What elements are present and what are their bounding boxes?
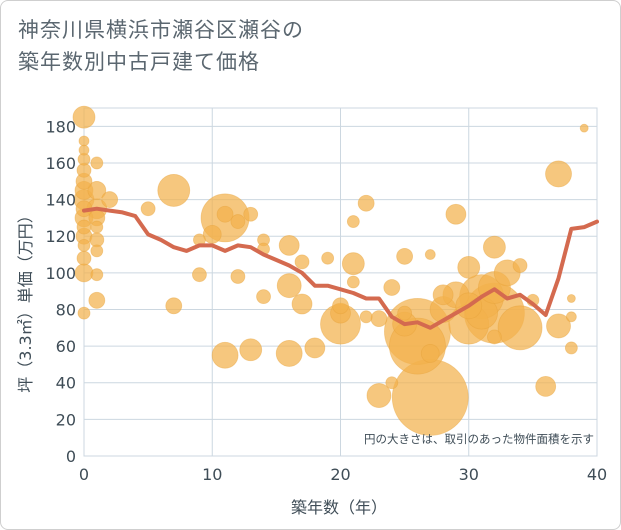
data-bubble <box>87 181 107 200</box>
data-bubble <box>346 215 360 228</box>
data-bubble <box>357 194 375 212</box>
data-bubble <box>90 220 104 234</box>
data-bubble <box>397 305 413 321</box>
data-bubble <box>564 341 578 355</box>
data-bubble <box>370 310 388 328</box>
data-bubble <box>211 341 239 369</box>
data-bubble <box>512 258 528 273</box>
data-bubble <box>424 249 436 260</box>
data-bubble <box>72 105 96 129</box>
chart-title-line-2: 築年数別中古戸建て価格 <box>18 50 260 74</box>
data-bubble <box>545 160 572 188</box>
data-bubble <box>396 247 414 265</box>
data-bubble <box>88 291 106 309</box>
data-bubble <box>276 273 302 299</box>
data-bubble <box>341 252 365 276</box>
bubble-size-note: 円の大きさは、取引のあった物件面積を示す <box>364 432 594 446</box>
y-tick-label: 80 <box>56 300 76 319</box>
data-bubble <box>90 244 104 258</box>
data-bubble <box>216 205 234 223</box>
data-bubble <box>278 234 300 256</box>
data-bubble <box>432 284 454 306</box>
data-bubble <box>78 135 90 147</box>
data-bubble <box>230 214 246 229</box>
data-bubble <box>486 329 502 345</box>
y-tick-label: 20 <box>56 410 76 429</box>
data-bubble <box>321 251 335 265</box>
data-bubble <box>157 174 191 207</box>
data-bubble <box>566 294 576 303</box>
data-bubble <box>579 123 589 133</box>
data-bubble <box>202 224 222 244</box>
data-bubble <box>76 219 92 235</box>
data-bubble <box>230 269 246 284</box>
y-tick-label: 100 <box>45 264 76 283</box>
data-bubble <box>565 311 577 323</box>
data-bubble <box>546 313 571 339</box>
tick-labels: 0 10 20 30 40 0 20 40 60 80 100 120 140 160 180 <box>45 117 607 484</box>
data-bubble <box>77 306 91 320</box>
data-bubble <box>192 267 207 283</box>
x-tick-label: 10 <box>202 465 222 484</box>
y-tick-label: 160 <box>45 154 76 173</box>
y-tick-label: 120 <box>45 227 76 246</box>
data-bubble <box>78 144 90 156</box>
x-tick-label: 0 <box>79 465 89 484</box>
data-bubble <box>304 337 326 359</box>
x-axis-label: 築年数（年） <box>291 498 387 517</box>
data-bubble <box>77 238 91 252</box>
data-bubble <box>497 305 543 351</box>
data-bubble <box>275 340 303 367</box>
data-bubble <box>74 263 94 283</box>
data-bubble <box>332 297 349 315</box>
y-axis-label: 坪（3.3㎡）単価（万円） <box>16 207 35 392</box>
data-bubble <box>359 310 373 324</box>
data-bubble <box>445 203 467 225</box>
data-bubble <box>291 293 313 315</box>
data-bubble <box>101 191 119 208</box>
x-tick-label: 40 <box>587 465 607 484</box>
data-bubble <box>366 383 392 408</box>
data-bubble <box>535 375 557 397</box>
chart-title: 神奈川県横浜市瀬谷区瀬谷の 築年数別中古戸建て価格 <box>18 14 578 78</box>
x-tick-label: 20 <box>330 465 350 484</box>
data-bubble <box>90 156 104 170</box>
x-tick-label: 30 <box>459 465 479 484</box>
data-bubble <box>165 297 183 315</box>
y-tick-label: 60 <box>56 337 76 356</box>
data-bubble <box>457 255 481 279</box>
data-bubble <box>243 206 259 222</box>
bubble-series <box>72 105 589 436</box>
y-tick-label: 40 <box>56 374 76 393</box>
data-bubble <box>256 289 271 305</box>
data-bubble <box>482 235 506 259</box>
data-bubble <box>420 344 440 363</box>
data-bubble <box>140 201 156 217</box>
data-bubble <box>90 268 104 282</box>
data-bubble <box>76 250 92 266</box>
data-bubble <box>385 376 399 390</box>
data-bubble <box>383 279 401 296</box>
data-bubble <box>294 254 310 270</box>
data-bubble <box>346 275 360 289</box>
y-tick-label: 0 <box>66 447 76 466</box>
chart-title-line-1: 神奈川県横浜市瀬谷区瀬谷の <box>18 18 304 42</box>
grid-lines <box>83 107 598 457</box>
y-tick-label: 180 <box>45 117 76 136</box>
y-tick-label: 140 <box>45 191 76 210</box>
trend-series <box>82 206 599 330</box>
data-bubble <box>239 338 263 362</box>
average-price-line <box>82 206 599 330</box>
